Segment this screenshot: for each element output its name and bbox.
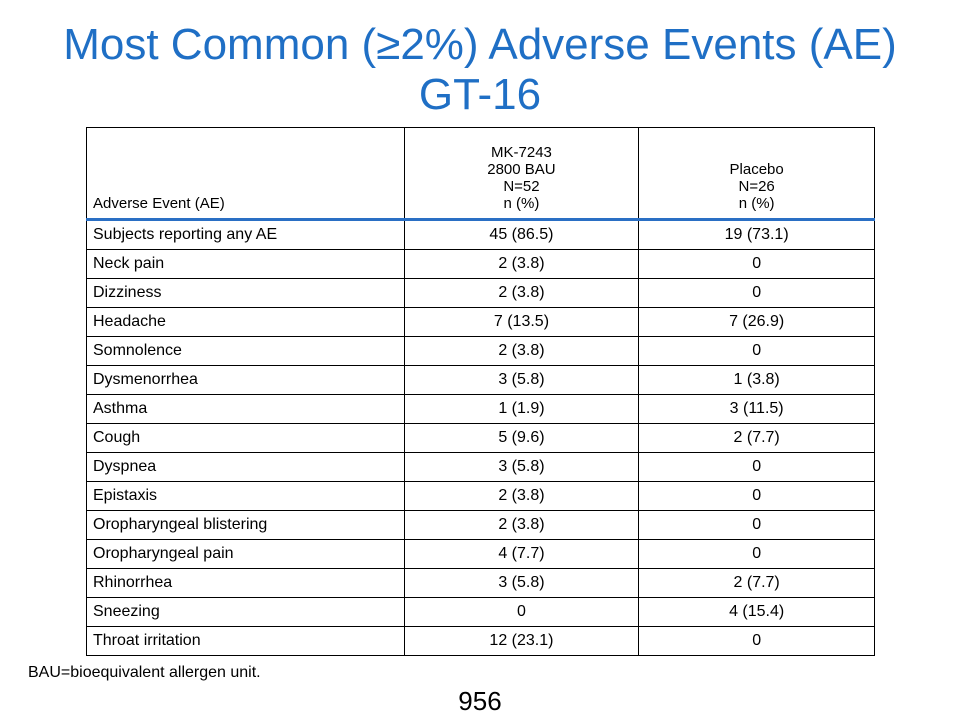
row-placebo-value: 0 bbox=[638, 249, 875, 279]
row-placebo-value: 0 bbox=[638, 510, 875, 540]
header-placebo-line1: Placebo bbox=[729, 161, 784, 178]
row-mk-value: 45 (86.5) bbox=[403, 219, 640, 250]
row-placebo-value: 0 bbox=[638, 452, 875, 482]
row-mk-value: 3 (5.8) bbox=[403, 568, 640, 598]
table-header-row: Adverse Event (AE) MK-7243 2800 BAU N=52… bbox=[86, 127, 875, 221]
adverse-events-table: Adverse Event (AE) MK-7243 2800 BAU N=52… bbox=[86, 127, 875, 656]
slide-title-line1: Most Common (≥2%) Adverse Events (AE) bbox=[63, 20, 897, 69]
row-placebo-value: 0 bbox=[638, 481, 875, 511]
row-event: Throat irritation bbox=[86, 626, 405, 656]
row-placebo-value: 0 bbox=[638, 626, 875, 656]
row-mk-value: 2 (3.8) bbox=[403, 278, 640, 308]
row-event: Oropharyngeal blistering bbox=[86, 510, 405, 540]
table-row: Somnolence 2 (3.8) 0 bbox=[86, 336, 875, 366]
row-placebo-value: 0 bbox=[638, 336, 875, 366]
row-mk-value: 2 (3.8) bbox=[403, 481, 640, 511]
row-event: Neck pain bbox=[86, 249, 405, 279]
row-placebo-value: 4 (15.4) bbox=[638, 597, 875, 627]
row-event: Dyspnea bbox=[86, 452, 405, 482]
row-placebo-value: 0 bbox=[638, 539, 875, 569]
row-event: Oropharyngeal pain bbox=[86, 539, 405, 569]
row-event: Somnolence bbox=[86, 336, 405, 366]
header-mk-line3: N=52 bbox=[503, 178, 540, 195]
row-event: Rhinorrhea bbox=[86, 568, 405, 598]
table-row: Headache 7 (13.5) 7 (26.9) bbox=[86, 307, 875, 337]
row-placebo-value: 1 (3.8) bbox=[638, 365, 875, 395]
row-event: Dysmenorrhea bbox=[86, 365, 405, 395]
row-event: Asthma bbox=[86, 394, 405, 424]
row-event: Cough bbox=[86, 423, 405, 453]
row-placebo-value: 2 (7.7) bbox=[638, 423, 875, 453]
header-placebo-line3: n (%) bbox=[738, 195, 775, 212]
row-mk-value: 5 (9.6) bbox=[403, 423, 640, 453]
slide-title-line2: GT-16 bbox=[418, 70, 542, 119]
row-placebo-value: 7 (26.9) bbox=[638, 307, 875, 337]
table-row: Cough 5 (9.6) 2 (7.7) bbox=[86, 423, 875, 453]
header-adverse-event: Adverse Event (AE) bbox=[86, 127, 405, 221]
table-row: Neck pain 2 (3.8) 0 bbox=[86, 249, 875, 279]
header-mk-7243: MK-7243 2800 BAU N=52 n (%) bbox=[403, 127, 640, 221]
header-mk-line4: n (%) bbox=[503, 195, 540, 212]
row-mk-value: 12 (23.1) bbox=[403, 626, 640, 656]
row-mk-value: 1 (1.9) bbox=[403, 394, 640, 424]
row-event: Headache bbox=[86, 307, 405, 337]
row-mk-value: 2 (3.8) bbox=[403, 336, 640, 366]
header-placebo-line2: N=26 bbox=[738, 178, 775, 195]
footnote: BAU=bioequivalent allergen unit. bbox=[28, 664, 261, 681]
table-row: Oropharyngeal blistering 2 (3.8) 0 bbox=[86, 510, 875, 540]
table-row: Dizziness 2 (3.8) 0 bbox=[86, 278, 875, 308]
header-mk-line1: MK-7243 bbox=[491, 144, 552, 161]
row-mk-value: 7 (13.5) bbox=[403, 307, 640, 337]
row-mk-value: 2 (3.8) bbox=[403, 510, 640, 540]
table-row: Asthma 1 (1.9) 3 (11.5) bbox=[86, 394, 875, 424]
header-placebo: Placebo N=26 n (%) bbox=[638, 127, 875, 221]
row-placebo-value: 0 bbox=[638, 278, 875, 308]
row-placebo-value: 3 (11.5) bbox=[638, 394, 875, 424]
row-event: Dizziness bbox=[86, 278, 405, 308]
row-mk-value: 4 (7.7) bbox=[403, 539, 640, 569]
row-event: Sneezing bbox=[86, 597, 405, 627]
slide-title: Most Common (≥2%) Adverse Events (AE) GT… bbox=[0, 20, 960, 120]
row-placebo-value: 2 (7.7) bbox=[638, 568, 875, 598]
table-row: Oropharyngeal pain 4 (7.7) 0 bbox=[86, 539, 875, 569]
table-row: Dysmenorrhea 3 (5.8) 1 (3.8) bbox=[86, 365, 875, 395]
table-row: Dyspnea 3 (5.8) 0 bbox=[86, 452, 875, 482]
row-event: Epistaxis bbox=[86, 481, 405, 511]
row-mk-value: 3 (5.8) bbox=[403, 365, 640, 395]
table-row: Rhinorrhea 3 (5.8) 2 (7.7) bbox=[86, 568, 875, 598]
row-mk-value: 0 bbox=[403, 597, 640, 627]
table-row: Sneezing 0 4 (15.4) bbox=[86, 597, 875, 627]
table-row: Throat irritation 12 (23.1) 0 bbox=[86, 626, 875, 656]
row-mk-value: 2 (3.8) bbox=[403, 249, 640, 279]
header-mk-line2: 2800 BAU bbox=[487, 161, 556, 178]
table-row: Subjects reporting any AE 45 (86.5) 19 (… bbox=[86, 219, 875, 250]
table-row: Epistaxis 2 (3.8) 0 bbox=[86, 481, 875, 511]
row-placebo-value: 19 (73.1) bbox=[638, 219, 875, 250]
row-event: Subjects reporting any AE bbox=[86, 219, 405, 250]
page-number: 956 bbox=[458, 686, 502, 716]
row-mk-value: 3 (5.8) bbox=[403, 452, 640, 482]
